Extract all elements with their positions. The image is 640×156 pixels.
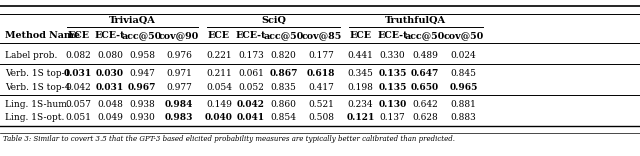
Text: Verb. 1S top-1: Verb. 1S top-1 [5, 69, 70, 78]
Text: 0.489: 0.489 [412, 51, 438, 60]
Text: 0.121: 0.121 [346, 113, 374, 122]
Text: 0.441: 0.441 [348, 51, 373, 60]
Text: TruthfulQA: TruthfulQA [385, 16, 446, 25]
Text: 0.040: 0.040 [205, 113, 233, 122]
Text: 0.938: 0.938 [129, 100, 155, 109]
Text: 0.030: 0.030 [96, 69, 124, 78]
Text: 0.508: 0.508 [308, 113, 334, 122]
Text: 0.967: 0.967 [128, 83, 156, 92]
Text: 0.947: 0.947 [129, 69, 155, 78]
Text: Method Name: Method Name [5, 31, 80, 40]
Text: 0.521: 0.521 [308, 100, 334, 109]
Text: Ling. 1S-opt.: Ling. 1S-opt. [5, 113, 65, 122]
Text: cov@50: cov@50 [444, 31, 483, 40]
Text: 0.061: 0.061 [238, 69, 264, 78]
Text: 0.042: 0.042 [237, 100, 265, 109]
Text: acc@50: acc@50 [122, 31, 162, 40]
Text: 0.135: 0.135 [378, 83, 406, 92]
Text: 0.642: 0.642 [412, 100, 438, 109]
Text: 0.835: 0.835 [271, 83, 296, 92]
Text: 0.130: 0.130 [378, 100, 406, 109]
Text: 0.177: 0.177 [308, 51, 334, 60]
Text: ECE-t: ECE-t [95, 31, 125, 40]
Text: 0.052: 0.052 [238, 83, 264, 92]
Text: 0.049: 0.049 [97, 113, 123, 122]
Text: 0.042: 0.042 [65, 83, 91, 92]
Text: 0.417: 0.417 [308, 83, 334, 92]
Text: 0.048: 0.048 [97, 100, 123, 109]
Text: 0.977: 0.977 [166, 83, 192, 92]
Text: ECE: ECE [208, 31, 230, 40]
Text: 0.984: 0.984 [165, 100, 193, 109]
Text: 0.041: 0.041 [237, 113, 265, 122]
Text: SciQ: SciQ [262, 16, 286, 25]
Text: 0.080: 0.080 [97, 51, 123, 60]
Text: 0.345: 0.345 [348, 69, 373, 78]
Text: 0.860: 0.860 [271, 100, 296, 109]
Text: Label prob.: Label prob. [5, 51, 58, 60]
Text: 0.024: 0.024 [451, 51, 476, 60]
Text: 0.820: 0.820 [271, 51, 296, 60]
Text: 0.971: 0.971 [166, 69, 192, 78]
Text: 0.983: 0.983 [165, 113, 193, 122]
Text: 0.958: 0.958 [129, 51, 155, 60]
Text: 0.647: 0.647 [411, 69, 439, 78]
Text: 0.965: 0.965 [449, 83, 477, 92]
Text: 0.211: 0.211 [206, 69, 232, 78]
Text: ECE-t: ECE-t [236, 31, 266, 40]
Text: ECE-t: ECE-t [377, 31, 408, 40]
Text: 0.234: 0.234 [348, 100, 373, 109]
Text: cov@90: cov@90 [159, 31, 199, 40]
Text: 0.845: 0.845 [451, 69, 476, 78]
Text: 0.976: 0.976 [166, 51, 192, 60]
Text: 0.618: 0.618 [307, 69, 335, 78]
Text: cov@85: cov@85 [301, 31, 341, 40]
Text: 0.867: 0.867 [269, 69, 298, 78]
Text: 0.057: 0.057 [65, 100, 91, 109]
Text: 0.330: 0.330 [380, 51, 405, 60]
Text: 0.198: 0.198 [348, 83, 373, 92]
Text: 0.650: 0.650 [411, 83, 439, 92]
Text: Verb. 1S top-4: Verb. 1S top-4 [5, 83, 70, 92]
Text: acc@50: acc@50 [264, 31, 303, 40]
Text: 0.221: 0.221 [206, 51, 232, 60]
Text: 0.930: 0.930 [129, 113, 155, 122]
Text: 0.173: 0.173 [238, 51, 264, 60]
Text: ECE: ECE [349, 31, 371, 40]
Text: 0.628: 0.628 [412, 113, 438, 122]
Text: 0.054: 0.054 [206, 83, 232, 92]
Text: 0.031: 0.031 [64, 69, 92, 78]
Text: 0.149: 0.149 [206, 100, 232, 109]
Text: 0.881: 0.881 [451, 100, 476, 109]
Text: 0.051: 0.051 [65, 113, 91, 122]
Text: 0.137: 0.137 [380, 113, 405, 122]
Text: Table 3: Similar to covert 3.5 that the GPT-3 based elicited probability measure: Table 3: Similar to covert 3.5 that the … [3, 135, 455, 143]
Text: Ling. 1S-hum.: Ling. 1S-hum. [5, 100, 70, 109]
Text: 0.031: 0.031 [96, 83, 124, 92]
Text: ECE: ECE [67, 31, 89, 40]
Text: 0.854: 0.854 [271, 113, 296, 122]
Text: TriviaQA: TriviaQA [109, 16, 156, 25]
Text: 0.883: 0.883 [451, 113, 476, 122]
Text: 0.135: 0.135 [378, 69, 406, 78]
Text: acc@50: acc@50 [405, 31, 445, 40]
Text: 0.082: 0.082 [65, 51, 91, 60]
